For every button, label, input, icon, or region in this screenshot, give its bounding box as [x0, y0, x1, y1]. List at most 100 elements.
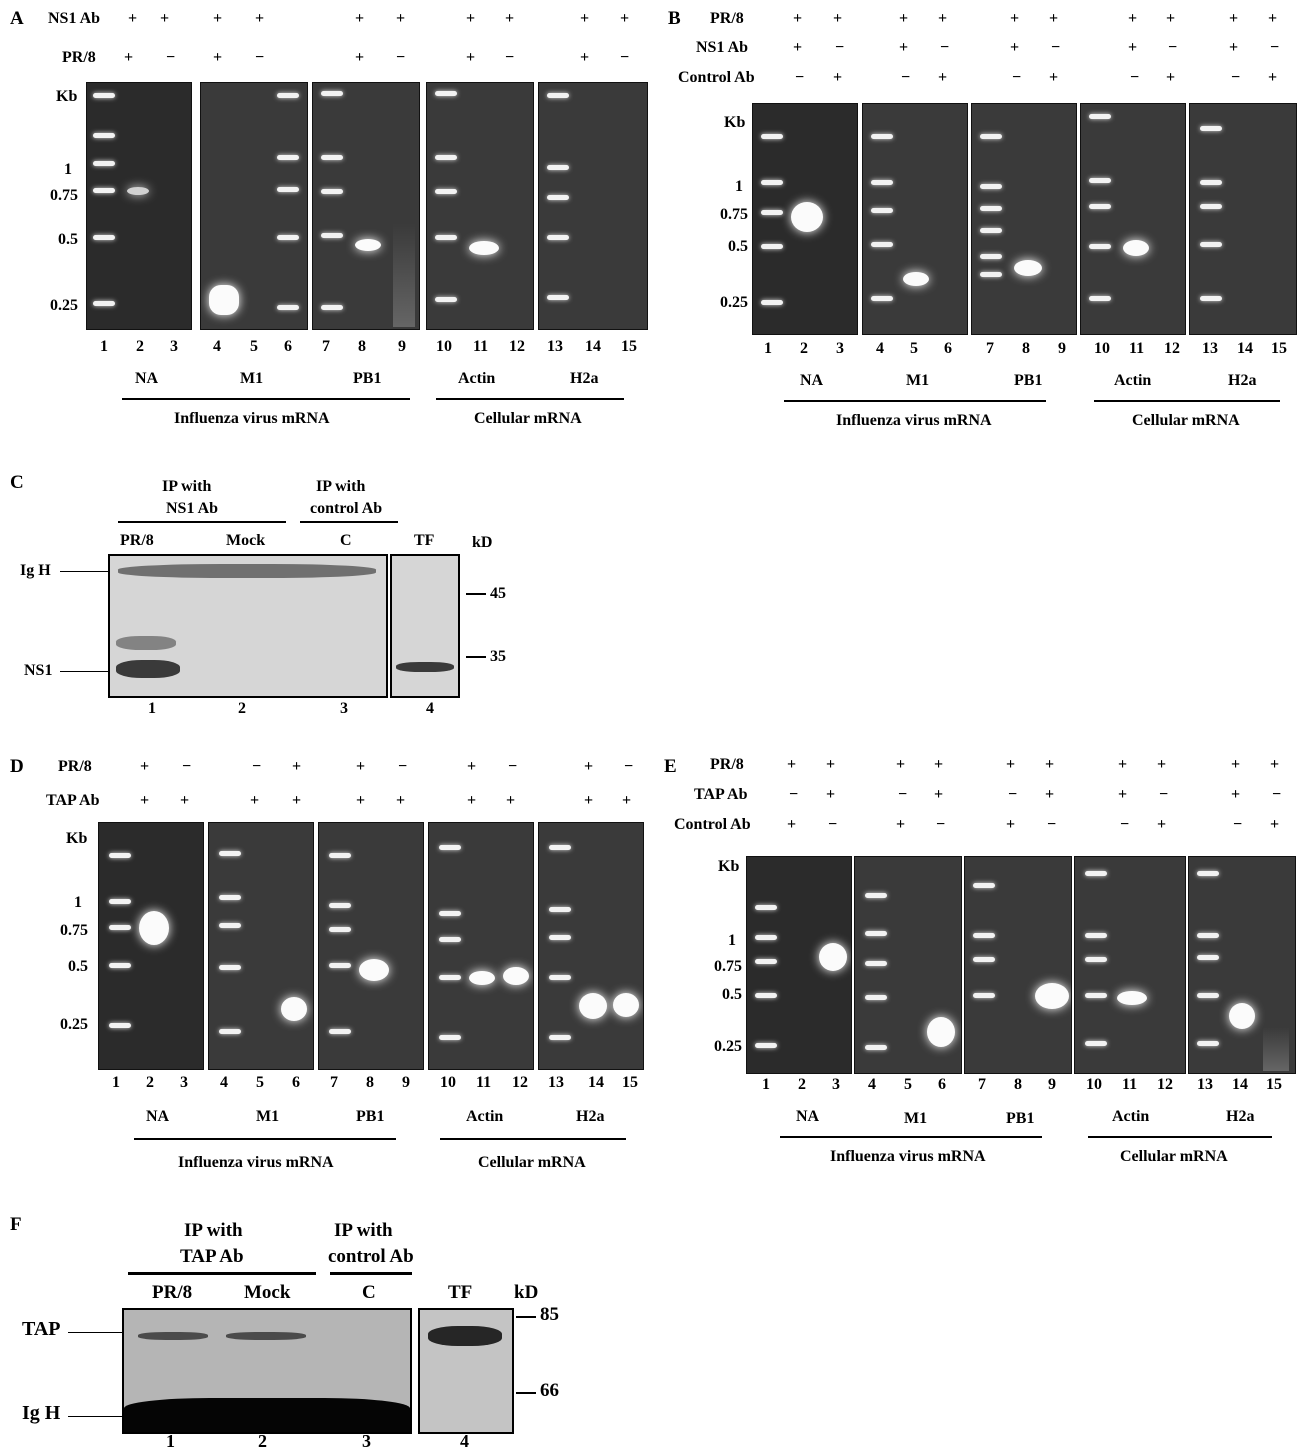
gel-m1	[854, 856, 962, 1074]
sign: +	[622, 792, 632, 809]
lane: 2	[136, 338, 144, 355]
sign: −	[898, 786, 908, 803]
sign: +	[355, 49, 365, 66]
sign: +	[356, 758, 366, 775]
col-label: C	[362, 1282, 376, 1303]
size-label: 0.25	[60, 1016, 88, 1033]
ip-label: IP with	[316, 478, 366, 495]
group-label: Influenza virus mRNA	[836, 412, 992, 429]
western-blot-tf	[390, 554, 460, 698]
ip-label: IP with	[334, 1220, 393, 1241]
sign: +	[1006, 816, 1016, 833]
group-line	[780, 1136, 1042, 1138]
lane: 11	[473, 338, 489, 355]
sign: +	[1268, 10, 1278, 27]
ip-line	[128, 1272, 316, 1275]
lane: 13	[548, 1074, 564, 1091]
sign: +	[140, 792, 150, 809]
lane: 1	[112, 1074, 120, 1091]
lane: 11	[1122, 1076, 1138, 1093]
lane: 1	[166, 1431, 175, 1451]
panel-d-letter: D	[10, 756, 24, 777]
gel-m1	[200, 82, 308, 330]
lane: 4	[876, 340, 884, 357]
unit-label: kD	[514, 1282, 539, 1303]
lane: 14	[1237, 340, 1253, 357]
lane: 4	[220, 1074, 228, 1091]
marker-label: 35	[490, 648, 506, 665]
sign: +	[1045, 786, 1055, 803]
gel-m1	[208, 822, 314, 1070]
sign: −	[1159, 786, 1169, 803]
group-label: Cellular mRNA	[1132, 412, 1240, 429]
lane: 14	[588, 1074, 604, 1091]
sign: +	[140, 758, 150, 775]
lane: 5	[256, 1074, 264, 1091]
size-label: 1	[64, 161, 72, 178]
sign: −	[1012, 69, 1022, 86]
ip-label: control Ab	[310, 500, 383, 517]
lane: 8	[1022, 340, 1030, 357]
sign: +	[620, 10, 630, 27]
lane: 15	[1266, 1076, 1282, 1093]
sign: −	[828, 816, 838, 833]
sign: −	[1008, 786, 1018, 803]
sign: +	[934, 756, 944, 773]
sign: −	[182, 758, 192, 775]
lane: 4	[213, 338, 221, 355]
sign: −	[789, 786, 799, 803]
gel-actin	[426, 82, 534, 330]
lane: 10	[436, 338, 452, 355]
gene-label: NA	[135, 370, 159, 387]
lane: 1	[148, 700, 156, 717]
lane: 8	[1014, 1076, 1022, 1093]
lane: 6	[292, 1074, 300, 1091]
sign: +	[1229, 39, 1239, 56]
lane: 10	[1086, 1076, 1102, 1093]
gene-label: NA	[146, 1108, 170, 1125]
sign: −	[1272, 786, 1282, 803]
size-label: 1	[735, 178, 743, 195]
gel-na	[746, 856, 852, 1074]
sign: −	[1120, 816, 1130, 833]
gene-label: PB1	[356, 1108, 385, 1125]
lane: 4	[426, 700, 434, 717]
sign: −	[936, 816, 946, 833]
sign: −	[1233, 816, 1243, 833]
sign: +	[356, 792, 366, 809]
sign: +	[793, 39, 803, 56]
sign: −	[1168, 39, 1178, 56]
sign: +	[355, 10, 365, 27]
band-line	[60, 571, 108, 572]
sign: +	[826, 756, 836, 773]
kb-label: Kb	[56, 88, 78, 105]
lane: 11	[1129, 340, 1145, 357]
panel-c-letter: C	[10, 472, 24, 493]
panel-d-row2-label: TAP Ab	[46, 792, 100, 809]
lane: 9	[402, 1074, 410, 1091]
gene-label: M1	[906, 372, 930, 389]
gene-label: M1	[256, 1108, 280, 1125]
group-label: Cellular mRNA	[478, 1154, 586, 1171]
gel-na	[98, 822, 204, 1070]
sign: −	[396, 49, 406, 66]
sign: +	[1166, 10, 1176, 27]
group-label: Cellular mRNA	[1120, 1148, 1228, 1165]
band-line	[60, 671, 108, 672]
col-label: PR/8	[152, 1282, 193, 1303]
gene-label: H2a	[570, 370, 599, 387]
marker-tick	[466, 656, 486, 658]
gene-label: PB1	[1006, 1110, 1035, 1127]
size-label: 0.5	[728, 238, 748, 255]
sign: +	[580, 49, 590, 66]
marker-tick	[516, 1392, 536, 1394]
sign: +	[1118, 786, 1128, 803]
sign: +	[1270, 816, 1280, 833]
sign: +	[467, 758, 477, 775]
panel-b-row2-label: NS1 Ab	[696, 39, 749, 56]
lane: 10	[1094, 340, 1110, 357]
lane: 12	[512, 1074, 528, 1091]
sign: +	[826, 786, 836, 803]
lane: 9	[398, 338, 406, 355]
group-label: Influenza virus mRNA	[830, 1148, 986, 1165]
